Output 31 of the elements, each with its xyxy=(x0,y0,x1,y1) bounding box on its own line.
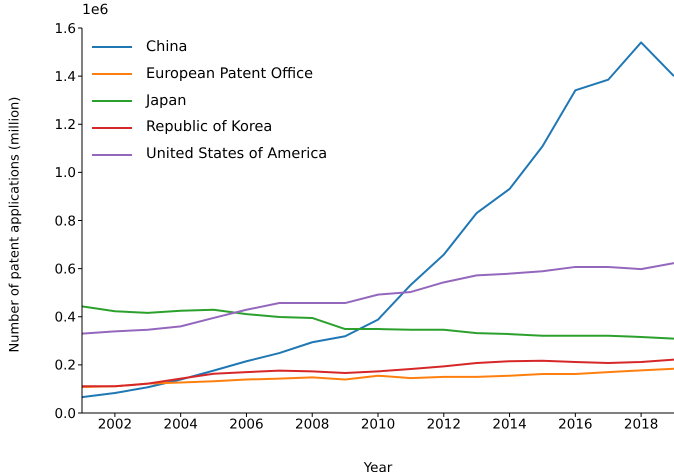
y-tick-label: 0.4 xyxy=(54,310,76,326)
x-tick-label: 2012 xyxy=(426,416,461,433)
x-tick-label: 2018 xyxy=(624,416,658,433)
line-series xyxy=(82,262,674,335)
x-axis-title: Year xyxy=(362,460,393,472)
x-tick-label: 2014 xyxy=(492,416,527,433)
y-tick-label: 1.6 xyxy=(54,20,76,37)
y-tick-label: 0.6 xyxy=(54,261,76,278)
y-tick-label: 1.0 xyxy=(54,165,76,182)
y-tick-label: 0.2 xyxy=(54,358,76,374)
x-tick-label: 2016 xyxy=(558,416,593,433)
y-tick-label: 0.8 xyxy=(54,213,76,230)
line-series xyxy=(82,368,674,388)
x-tick-label: 2002 xyxy=(98,416,132,433)
y-axis-title: Number of patent applications (million) xyxy=(8,96,23,352)
line-series xyxy=(82,41,674,398)
line-series xyxy=(82,305,674,340)
x-tick-label: 2010 xyxy=(360,416,396,433)
legend-label: Republic of Korea xyxy=(146,118,272,138)
y-tick-label: 1.2 xyxy=(54,117,76,134)
legend-label: United States of America xyxy=(146,145,328,164)
line-series xyxy=(82,358,674,388)
x-tick-label: 2008 xyxy=(295,416,330,433)
text: 1e6 xyxy=(82,2,108,18)
x-tick-label: 2004 xyxy=(163,416,198,433)
y-tick-label: 0.0 xyxy=(54,406,76,422)
legend-label: European Patent Office xyxy=(146,64,314,84)
y-tick-label: 1.4 xyxy=(54,68,76,85)
x-tick-label: 2006 xyxy=(229,416,264,433)
legend-label: China xyxy=(146,38,188,57)
legend-label: Japan xyxy=(146,92,186,111)
